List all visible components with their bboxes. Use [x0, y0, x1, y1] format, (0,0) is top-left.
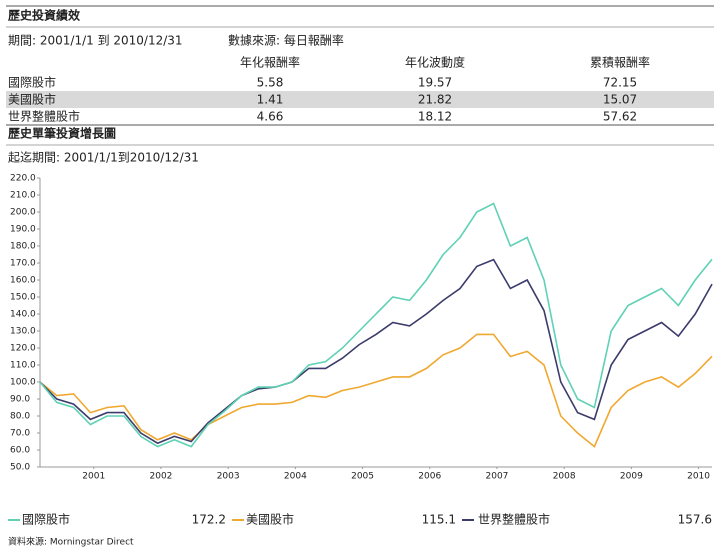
period: 期間: 2001/1/1 到 2010/12/31: [8, 34, 183, 48]
legend-value: 157.6: [678, 513, 712, 527]
cell: 5.58: [257, 76, 284, 90]
y-tick-label: 100.0: [10, 378, 36, 388]
column-header: 年化報酬率: [240, 55, 300, 70]
x-tick-label: 2005: [351, 472, 374, 482]
cell: 4.66: [257, 110, 284, 124]
y-tick-label: 90.0: [10, 395, 30, 405]
x-tick-label: 2006: [418, 472, 441, 482]
y-tick-label: 220.0: [10, 174, 36, 184]
y-tick-label: 160.0: [10, 276, 36, 286]
y-tick-label: 60.0: [10, 446, 30, 456]
y-tick-label: 120.0: [10, 344, 36, 354]
row-label: 世界整體股市: [8, 109, 80, 124]
x-tick-label: 2002: [150, 472, 173, 482]
series-line: [39, 258, 713, 445]
row-label: 美國股市: [8, 92, 56, 107]
legend-label: 世界整體股市: [478, 512, 550, 527]
cell: 18.12: [418, 110, 452, 124]
x-tick-label: 2010: [687, 472, 710, 482]
row-shade: [6, 91, 714, 108]
y-tick-label: 170.0: [10, 259, 36, 269]
column-header: 累積報酬率: [590, 55, 650, 70]
cell: 1.41: [257, 93, 284, 107]
x-tick-label: 2004: [284, 472, 307, 482]
y-tick-label: 70.0: [10, 429, 30, 439]
y-tick-label: 130.0: [10, 327, 36, 337]
y-tick-label: 150.0: [10, 293, 36, 303]
legend-value: 115.1: [422, 513, 456, 527]
x-tick-label: 2008: [553, 472, 576, 482]
row-label: 國際股市: [8, 75, 56, 90]
y-tick-label: 210.0: [10, 191, 36, 201]
footnote: 資料來源: Morningstar Direct: [8, 536, 134, 548]
y-tick-label: 200.0: [10, 208, 36, 218]
legend-value: 172.2: [192, 513, 226, 527]
chart-subtitle: 起迄期間: 2001/1/1到2010/12/31: [8, 151, 199, 165]
cell: 15.07: [603, 93, 637, 107]
y-tick-label: 50.0: [10, 463, 30, 473]
x-tick-label: 2001: [82, 472, 105, 482]
series-line: [39, 333, 713, 448]
y-tick-label: 190.0: [10, 225, 36, 235]
cell: 21.82: [418, 93, 452, 107]
cell: 19.57: [418, 76, 452, 90]
cell: 72.15: [603, 76, 637, 90]
column-header: 年化波動度: [405, 55, 465, 70]
title: 歷史投資績效: [8, 8, 81, 23]
legend-label: 美國股市: [246, 512, 294, 527]
y-tick-label: 180.0: [10, 242, 36, 252]
legend-label: 國際股市: [22, 512, 70, 527]
source: 數據來源: 每日報酬率: [228, 33, 344, 48]
y-tick-label: 110.0: [10, 361, 36, 371]
x-tick-label: 2003: [217, 472, 240, 482]
series-line: [39, 202, 713, 448]
cell: 57.62: [603, 110, 637, 124]
y-tick-label: 140.0: [10, 310, 36, 320]
x-tick-label: 2009: [620, 472, 643, 482]
chart-title: 歷史單筆投資增長圖: [8, 126, 116, 141]
x-tick-label: 2007: [486, 472, 509, 482]
y-tick-label: 80.0: [10, 412, 30, 422]
